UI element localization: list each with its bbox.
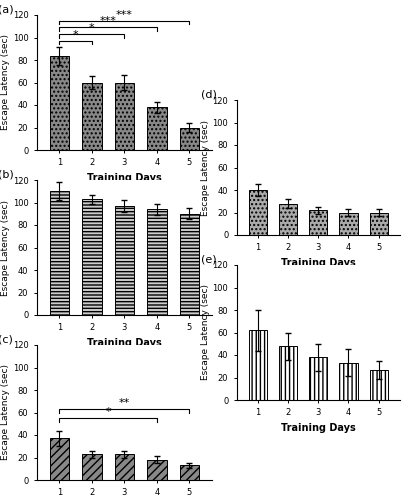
Bar <box>279 346 297 400</box>
X-axis label: Training Days: Training Days <box>87 338 162 348</box>
Bar <box>147 209 167 315</box>
Y-axis label: Escape Latency (sec): Escape Latency (sec) <box>1 364 10 460</box>
Bar <box>50 191 69 315</box>
Bar <box>180 128 199 150</box>
Bar <box>82 454 102 480</box>
Bar <box>309 357 327 400</box>
Bar <box>115 82 134 150</box>
Text: (a): (a) <box>0 4 14 14</box>
Text: (d): (d) <box>201 89 217 99</box>
Text: ***: *** <box>116 10 133 20</box>
Bar <box>147 108 167 150</box>
Bar <box>370 212 388 235</box>
Bar <box>249 330 267 400</box>
Y-axis label: Escape Latency (sec): Escape Latency (sec) <box>1 34 10 130</box>
Text: *: * <box>105 407 111 417</box>
Y-axis label: Escape Latency (sec): Escape Latency (sec) <box>201 284 210 380</box>
Bar <box>249 190 267 235</box>
Bar <box>309 210 327 235</box>
Bar <box>82 199 102 315</box>
Text: (b): (b) <box>0 169 14 179</box>
Y-axis label: Escape Latency (sec): Escape Latency (sec) <box>201 120 210 216</box>
Bar <box>147 460 167 480</box>
Bar <box>370 370 388 400</box>
Bar <box>180 214 199 315</box>
Text: *: * <box>89 23 95 33</box>
Bar <box>180 466 199 480</box>
Bar <box>115 454 134 480</box>
Text: ***: *** <box>100 16 117 26</box>
Bar <box>82 82 102 150</box>
Bar <box>115 206 134 315</box>
X-axis label: Training Days: Training Days <box>281 423 356 433</box>
Bar <box>279 204 297 235</box>
X-axis label: Training Days: Training Days <box>87 173 162 183</box>
Text: *: * <box>73 30 78 40</box>
Bar <box>339 212 357 235</box>
Text: (c): (c) <box>0 334 13 344</box>
Bar <box>50 56 69 150</box>
X-axis label: Training Days: Training Days <box>281 258 356 268</box>
Y-axis label: Escape Latency (sec): Escape Latency (sec) <box>1 200 10 296</box>
Bar <box>50 438 69 480</box>
Bar <box>339 363 357 400</box>
Text: (e): (e) <box>201 254 216 264</box>
Text: **: ** <box>119 398 130 408</box>
